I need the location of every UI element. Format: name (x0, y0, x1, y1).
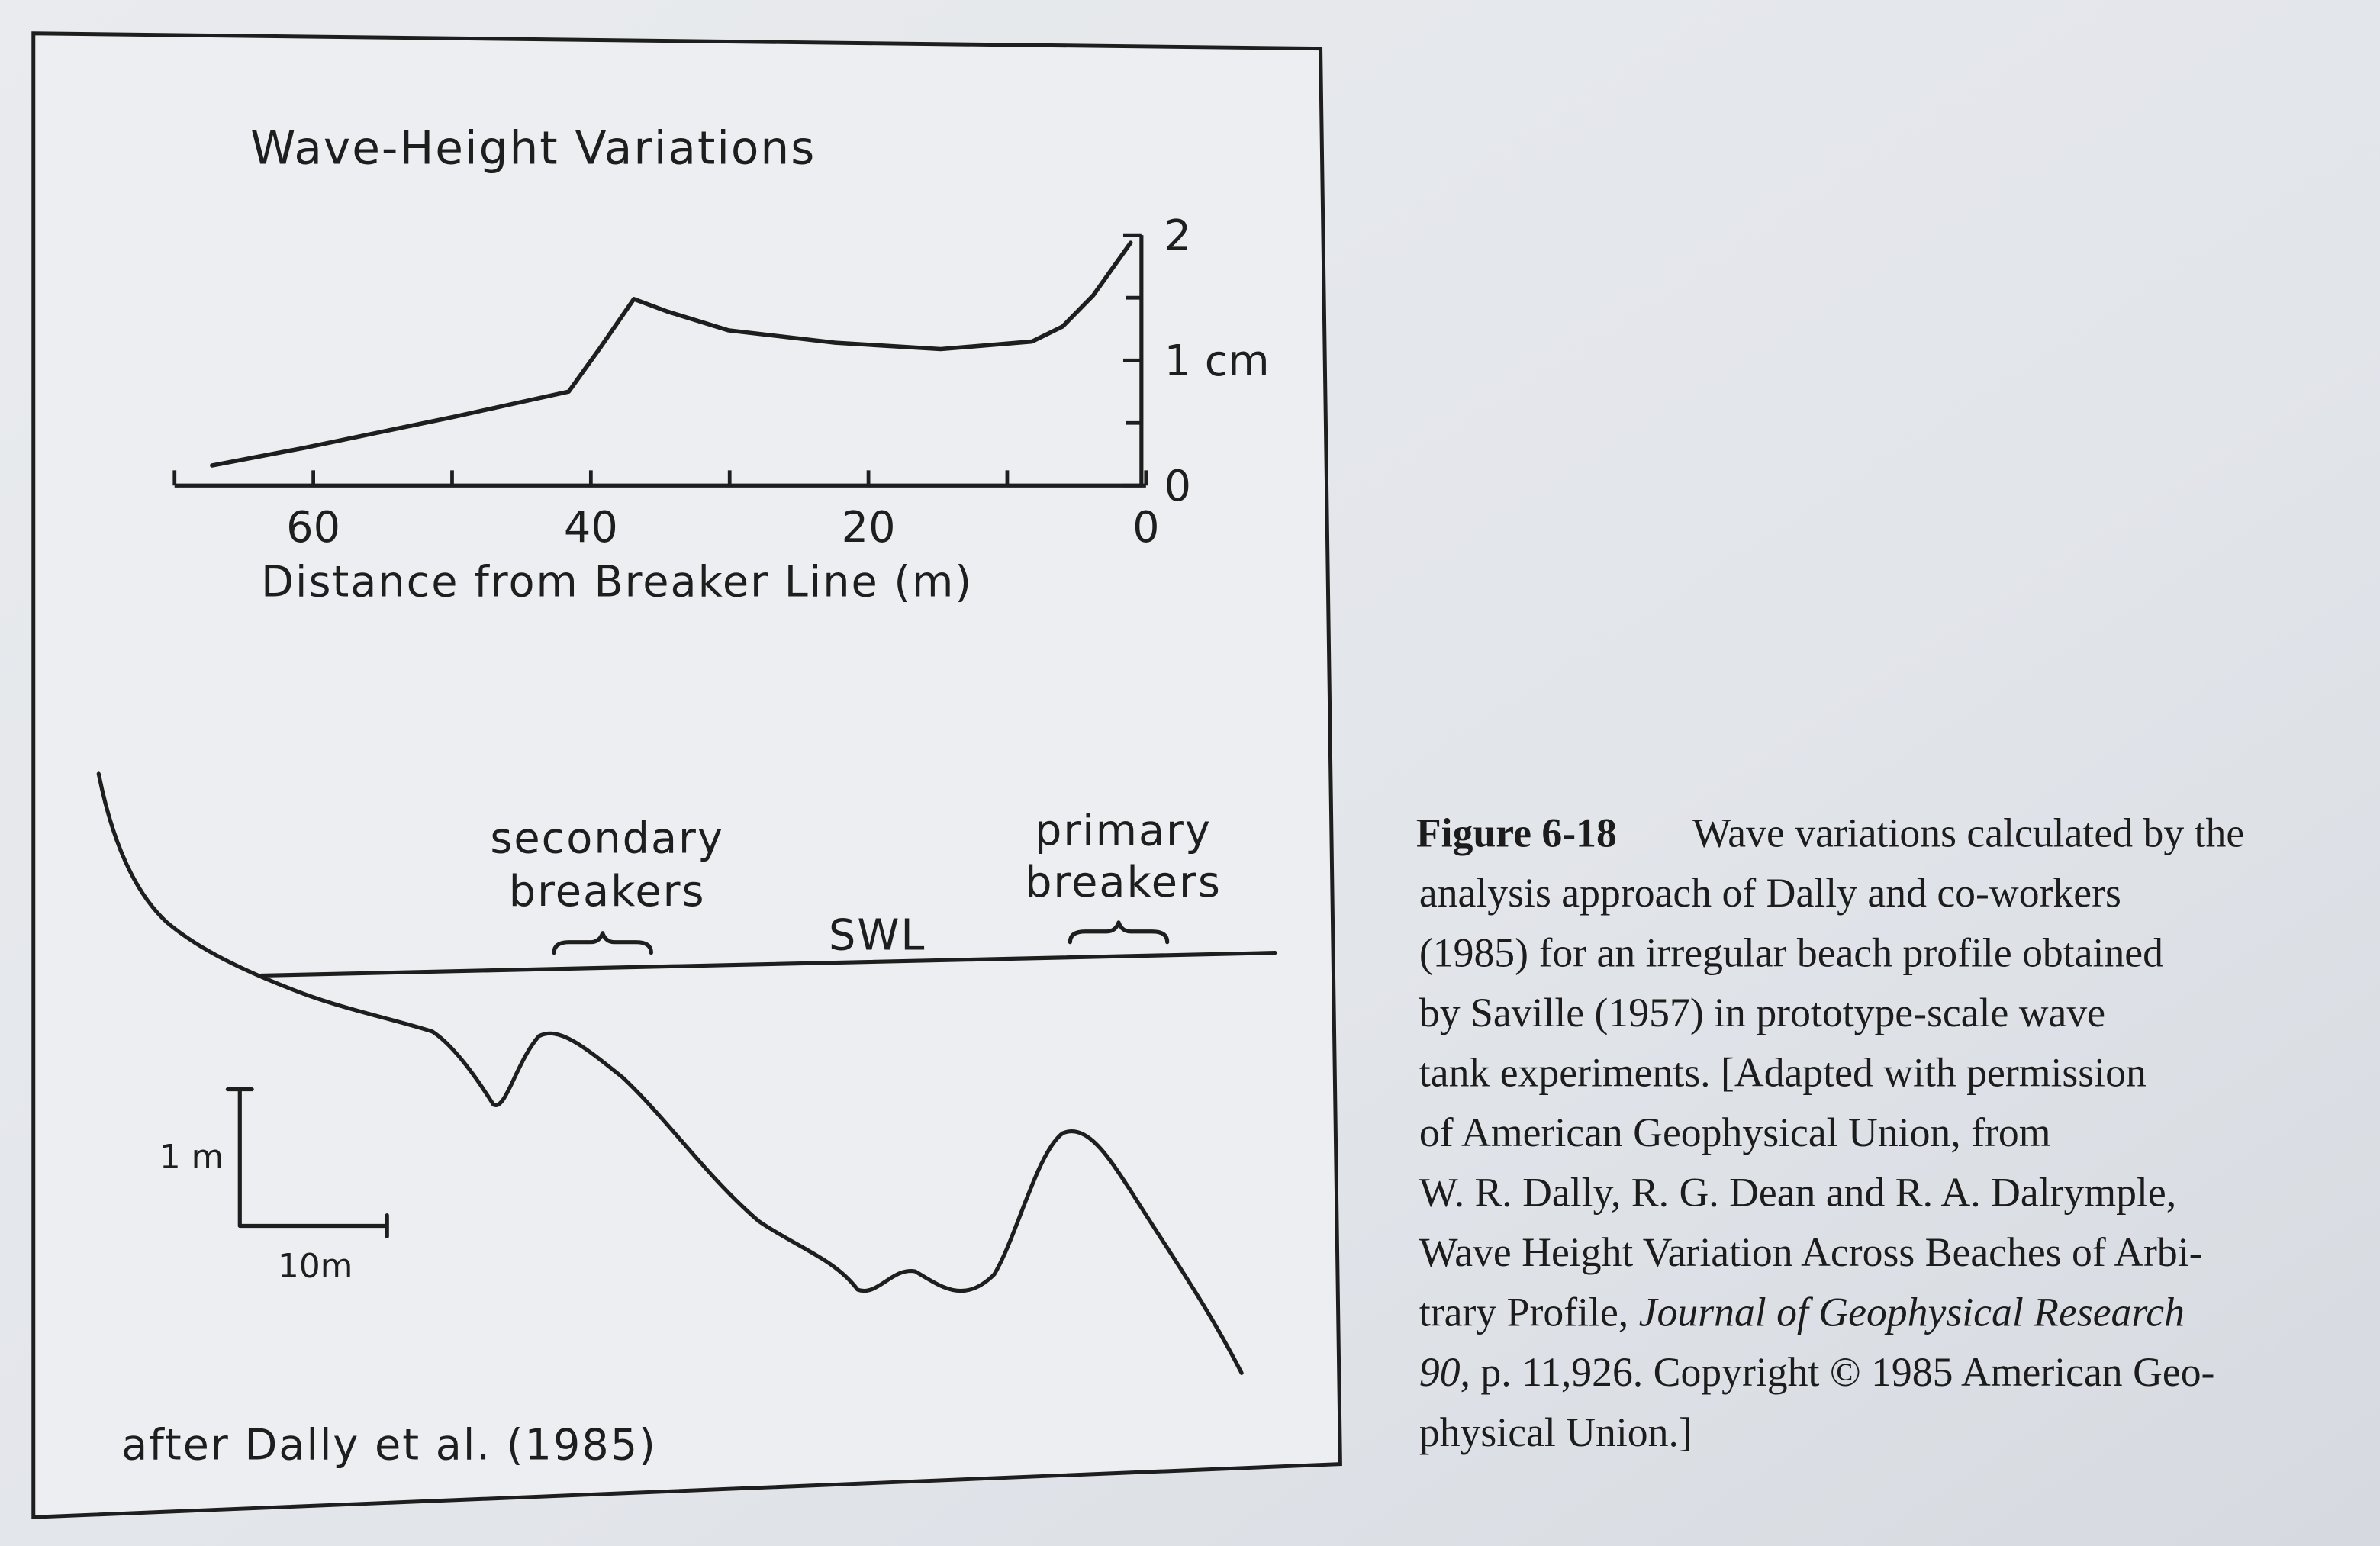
caption-line: by Saville (1957) in prototype-scale wav… (1419, 990, 2105, 1035)
caption-line: analysis approach of Dally and co-worker… (1419, 870, 2121, 916)
caption-line: (1985) for an irregular beach profile ob… (1419, 930, 2163, 976)
caption-line: trary Profile, Journal of Geophysical Re… (1419, 1290, 2185, 1335)
caption-text: Wave Height Variation Across Beaches of … (1419, 1229, 2203, 1275)
caption-line: tank experiments. [Adapted with permissi… (1419, 1050, 2147, 1096)
source-note: after Dally et al. (1985) (121, 1421, 657, 1470)
caption-line: physical Union.] (1419, 1409, 1692, 1455)
figure-label: Figure 6-18 (1416, 810, 1617, 855)
caption-line: Wave variations calculated by the (1692, 810, 2244, 855)
caption-text: trary Profile, (1419, 1290, 1639, 1335)
figure-frame (31, 31, 1342, 1519)
scale-label: 1 m (159, 1138, 224, 1177)
x-tick-label: 20 (842, 503, 896, 552)
annotation: SWL (829, 911, 926, 961)
scale-label: 10m (278, 1247, 353, 1286)
caption-text: , p. 11,926. Copyright © 1985 American G… (1461, 1349, 2215, 1395)
caption-line: W. R. Dally, R. G. Dean and R. A. Dalrym… (1419, 1170, 2176, 1216)
annotation: primary (1035, 806, 1212, 855)
chart-title: Wave-Height Variations (250, 123, 816, 176)
caption-text: of American Geophysical Union, from (1419, 1110, 2051, 1155)
caption-text: analysis approach of Dally and co-worker… (1419, 870, 2121, 916)
caption-text: Wave variations calculated by the (1692, 810, 2244, 855)
still-water-line (259, 951, 1277, 978)
caption-line: Wave Height Variation Across Beaches of … (1419, 1229, 2203, 1275)
annotation: breakers (1025, 858, 1222, 907)
x-tick-label: 60 (286, 503, 340, 552)
caption: Figure 6-18 Wave variations calculated b… (1416, 810, 2244, 1454)
caption-text: Journal of Geophysical Research (1639, 1290, 2185, 1335)
wave-height-line (210, 240, 1133, 468)
x-tick-label: 40 (564, 503, 618, 552)
y-tick-label: 1 cm (1164, 337, 1270, 386)
caption-text: by Saville (1957) in prototype-scale wav… (1419, 990, 2105, 1035)
caption-line: of American Geophysical Union, from (1419, 1110, 2051, 1155)
primary-brace (1068, 920, 1170, 945)
secondary-brace (552, 931, 653, 955)
caption-text: (1985) for an irregular beach profile ob… (1419, 930, 2163, 976)
wave-height-chart: Wave-Height Variations Distance from Bre… (172, 123, 1270, 607)
x-tick-label: 0 (1132, 503, 1159, 552)
scale-bar (225, 1087, 389, 1238)
x-axis-label: Distance from Breaker Line (m) (261, 557, 973, 607)
caption-text: W. R. Dally, R. G. Dean and R. A. Dalrym… (1419, 1170, 2176, 1216)
annotation: breakers (509, 867, 706, 916)
caption-text: 90 (1419, 1349, 1461, 1395)
caption-line: 90, p. 11,926. Copyright © 1985 American… (1419, 1349, 2215, 1395)
annotation: secondary (490, 813, 723, 863)
y-tick-label: 2 (1164, 211, 1191, 261)
caption-text: physical Union.] (1419, 1409, 1692, 1455)
beach-profile: secondary breakers primary breakers SWL … (96, 771, 1277, 1470)
caption-text: tank experiments. [Adapted with permissi… (1419, 1050, 2147, 1096)
profile-line (96, 771, 1244, 1375)
y-tick-label: 0 (1164, 462, 1191, 511)
